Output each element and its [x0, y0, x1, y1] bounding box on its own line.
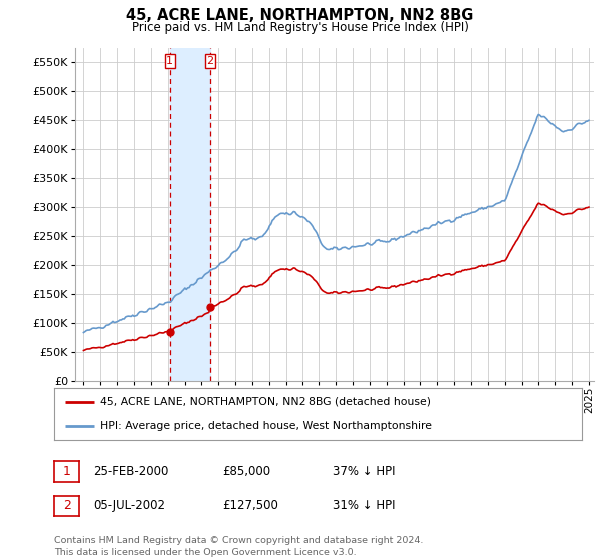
Text: Price paid vs. HM Land Registry's House Price Index (HPI): Price paid vs. HM Land Registry's House …	[131, 21, 469, 34]
Text: 25-FEB-2000: 25-FEB-2000	[93, 465, 169, 478]
Text: 45, ACRE LANE, NORTHAMPTON, NN2 8BG (detached house): 45, ACRE LANE, NORTHAMPTON, NN2 8BG (det…	[100, 397, 431, 407]
Text: HPI: Average price, detached house, West Northamptonshire: HPI: Average price, detached house, West…	[100, 421, 433, 431]
Text: £85,000: £85,000	[222, 465, 270, 478]
Text: 05-JUL-2002: 05-JUL-2002	[93, 499, 165, 512]
Text: 31% ↓ HPI: 31% ↓ HPI	[333, 499, 395, 512]
Text: 2: 2	[62, 499, 71, 512]
Text: 2: 2	[206, 56, 214, 66]
Text: Contains HM Land Registry data © Crown copyright and database right 2024.
This d: Contains HM Land Registry data © Crown c…	[54, 536, 424, 557]
Text: 1: 1	[166, 56, 173, 66]
Text: 37% ↓ HPI: 37% ↓ HPI	[333, 465, 395, 478]
Text: £127,500: £127,500	[222, 499, 278, 512]
Bar	[170, 48, 210, 381]
Text: 45, ACRE LANE, NORTHAMPTON, NN2 8BG: 45, ACRE LANE, NORTHAMPTON, NN2 8BG	[127, 8, 473, 24]
Text: 1: 1	[62, 465, 71, 478]
